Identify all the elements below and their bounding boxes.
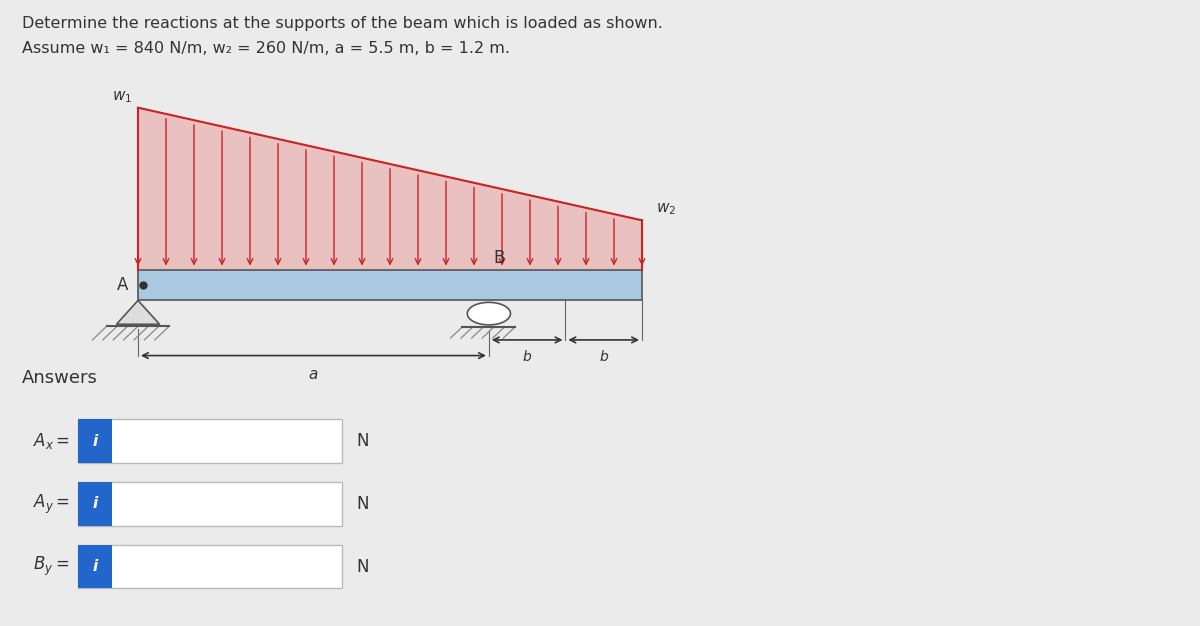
Polygon shape — [116, 300, 160, 324]
FancyBboxPatch shape — [78, 545, 342, 588]
FancyBboxPatch shape — [78, 482, 342, 526]
Text: i: i — [92, 559, 97, 574]
Text: N: N — [356, 433, 368, 450]
Text: $w_1$: $w_1$ — [112, 89, 132, 105]
FancyBboxPatch shape — [78, 419, 112, 463]
Text: Assume w₁ = 840 N/m, w₂ = 260 N/m, a = 5.5 m, b = 1.2 m.: Assume w₁ = 840 N/m, w₂ = 260 N/m, a = 5… — [22, 41, 510, 56]
Text: N: N — [356, 495, 368, 513]
Text: N: N — [356, 558, 368, 575]
FancyBboxPatch shape — [78, 419, 342, 463]
Text: B: B — [493, 249, 505, 267]
Text: Answers: Answers — [22, 369, 97, 387]
FancyBboxPatch shape — [78, 482, 112, 526]
Text: i: i — [92, 496, 97, 511]
Text: $B_y=$: $B_y=$ — [34, 555, 70, 578]
Text: $A_y=$: $A_y=$ — [32, 492, 70, 516]
Text: i: i — [92, 434, 97, 449]
Polygon shape — [138, 108, 642, 270]
FancyBboxPatch shape — [78, 545, 112, 588]
Text: Determine the reactions at the supports of the beam which is loaded as shown.: Determine the reactions at the supports … — [22, 16, 662, 31]
Text: $b$: $b$ — [599, 349, 608, 364]
Text: A: A — [118, 277, 128, 294]
Text: $w_2$: $w_2$ — [656, 202, 677, 217]
Circle shape — [467, 302, 510, 325]
Text: $b$: $b$ — [522, 349, 533, 364]
Bar — [138, 270, 642, 300]
Text: $A_x=$: $A_x=$ — [32, 431, 70, 451]
Text: $a$: $a$ — [308, 367, 319, 382]
